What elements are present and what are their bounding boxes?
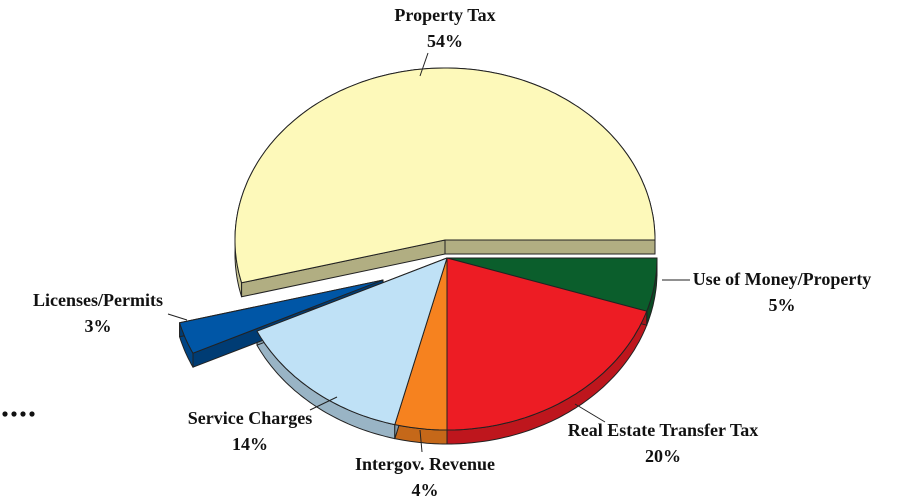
slice-label: Real Estate Transfer Tax [568, 420, 759, 440]
leader-line [419, 429, 423, 453]
dot [20, 411, 26, 417]
slice [256, 257, 448, 426]
slice-side [444, 239, 656, 255]
slice-value-label: 5% [769, 295, 796, 315]
slice-label: Use of Money/Property [693, 269, 872, 289]
slice-label: Service Charges [188, 408, 312, 428]
leader-line [419, 52, 429, 77]
dot [29, 411, 35, 417]
slice [234, 67, 656, 284]
slice-label: Intergov. Revenue [355, 454, 495, 474]
slice-value-label: 20% [645, 446, 681, 466]
slice [446, 257, 658, 312]
slice-value-label: 3% [85, 316, 112, 336]
slice-tops [179, 67, 658, 431]
slice [446, 257, 648, 431]
dot [11, 411, 17, 417]
slice-value-label: 14% [232, 434, 268, 454]
decoration-dots [2, 411, 35, 417]
slice-value-label: 4% [412, 480, 439, 500]
leader-line [309, 396, 338, 411]
slice [179, 279, 384, 354]
leader-line [167, 313, 188, 321]
slice-label: Licenses/Permits [33, 290, 163, 310]
dot [2, 411, 8, 417]
slice-label: Property Tax [394, 5, 495, 25]
slice-value-label: 54% [427, 31, 463, 51]
leader-line [574, 403, 606, 423]
